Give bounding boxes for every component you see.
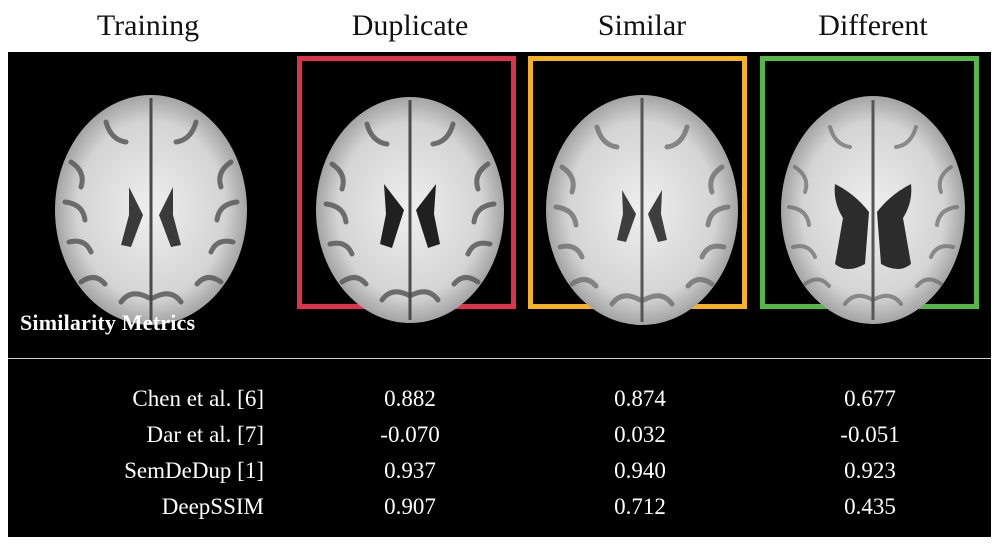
different-brain-image [781,96,965,324]
similar-score: 0.712 [614,494,666,519]
duplicate-score: 0.882 [384,386,436,411]
metric-row: DeepSSIM 0.907 0.712 0.435 [8,492,991,522]
duplicate-score: 0.937 [384,458,436,483]
different-score: 0.677 [844,386,896,411]
figure-panel: Similarity Metrics Chen et al. [6] 0.882… [8,52,991,537]
column-title-training: Training [96,9,200,42]
similar-score: 0.032 [614,422,666,447]
training-brain-image [55,95,247,325]
metric-name: Dar et al. [7] [146,422,265,447]
similar-score: 0.940 [614,458,666,483]
column-title-duplicate: Duplicate [351,9,469,42]
similar-score: 0.874 [614,386,666,411]
section-divider [8,358,991,359]
similar-brain-image [546,95,738,325]
metric-name: DeepSSIM [161,494,264,519]
different-score: 0.435 [844,494,896,519]
metric-name: Chen et al. [6] [132,386,264,411]
metric-row: Dar et al. [7] -0.070 0.032 -0.051 [8,420,991,450]
duplicate-score: -0.070 [380,422,440,447]
metric-row: SemDeDup [1] 0.937 0.940 0.923 [8,456,991,486]
column-title-different: Different [818,9,928,42]
duplicate-brain-image [316,97,504,323]
metric-row: Chen et al. [6] 0.882 0.874 0.677 [8,384,991,414]
different-score: 0.923 [844,458,896,483]
similarity-metrics-label: Similarity Metrics [20,310,196,335]
duplicate-score: 0.907 [384,494,436,519]
metric-name: SemDeDup [1] [124,458,264,483]
different-score: -0.051 [840,422,900,447]
column-title-similar: Similar [597,9,687,42]
